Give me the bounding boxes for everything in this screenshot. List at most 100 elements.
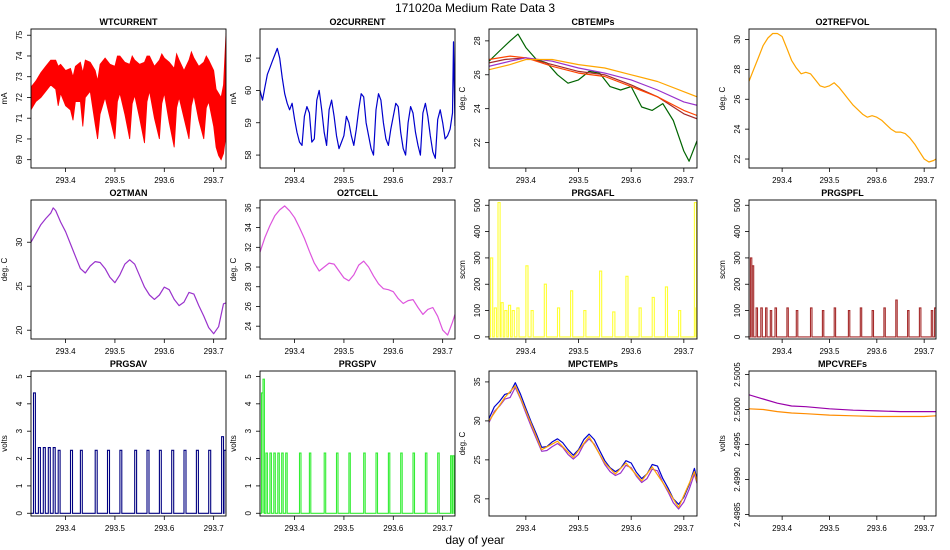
- y-tick-label: 72: [15, 92, 24, 101]
- series-o2current: [260, 41, 455, 159]
- y-tick-label: 28: [733, 64, 742, 73]
- y-tick-label: 24: [473, 104, 482, 113]
- data-layer: [31, 207, 226, 335]
- x-tick-label: 293.6: [154, 176, 175, 185]
- series-mpc3: [489, 385, 697, 508]
- series-prgsafl: [489, 202, 697, 338]
- plot-frame: [259, 28, 456, 169]
- chart-panel-wtcurrent: WTCURRENT mA 293.4 293.5 293.6 293.7 69 70 71 72 7…: [0, 17, 227, 185]
- x-tick-label: 293.5: [819, 524, 840, 533]
- y-tick-label: 34: [244, 223, 253, 232]
- plot-frame: [30, 199, 227, 340]
- y-tick-label: 30: [733, 34, 742, 43]
- y-tick-label: 2.4985: [733, 502, 742, 527]
- y-tick-label: 26: [733, 94, 742, 103]
- y-tick-label: 28: [244, 282, 253, 291]
- y-tick-label: 3: [244, 428, 253, 433]
- x-tick-label: 293.4: [285, 347, 306, 356]
- y-tick-label: 28: [473, 36, 482, 45]
- x-tick-label: 293.7: [433, 347, 454, 356]
- y-tick-label: 30: [244, 262, 253, 271]
- y-tick-label: 100: [733, 303, 742, 317]
- y-tick-label: 59: [244, 118, 253, 127]
- y-tick-label: 2: [244, 456, 253, 461]
- y-tick-label: 500: [473, 198, 482, 212]
- x-tick-label: 293.5: [569, 347, 590, 356]
- plot-frame: [30, 28, 227, 169]
- chart-panel-o2current: O2CURRENT mA 293.4 293.5 293.6 293.7 58 59 60 61: [229, 17, 456, 185]
- y-tick-label: 24: [244, 321, 253, 330]
- x-tick-label: 293.6: [154, 524, 175, 533]
- x-tick-label: 293.4: [56, 176, 77, 185]
- x-tick-label: 293.4: [516, 524, 537, 533]
- series-cb5: [489, 58, 697, 98]
- chart-panel-mpcvrefs: MPCVREFs volts 293.4 293.5 293.6 293.7 2.4985 2…: [718, 359, 937, 533]
- plot-frame: [259, 370, 456, 517]
- chart-panel-o2tman: O2TMAN deg. C 293.4 293.5 293.6 293.7 20 25 30: [0, 188, 227, 356]
- y-tick-label: 70: [15, 134, 24, 143]
- y-tick-label: 32: [244, 242, 253, 251]
- x-tick-label: 293.7: [204, 176, 225, 185]
- chart-panel-mpctemps: MPCTEMPs deg. C 293.4 293.5 293.6 293.7 20 25 30…: [458, 359, 698, 533]
- x-tick-label: 293.4: [516, 347, 537, 356]
- y-tick-label: 2.5005: [733, 362, 742, 387]
- y-tick-label: 3: [15, 428, 24, 433]
- x-tick-label: 293.4: [772, 347, 793, 356]
- series-mpc2: [489, 386, 697, 510]
- data-layer: [31, 33, 226, 161]
- y-tick-label: 0: [244, 510, 253, 515]
- y-tick-label: 60: [244, 85, 253, 94]
- x-tick-label: 293.5: [819, 176, 840, 185]
- plot-frame: [488, 370, 698, 517]
- y-tick-label: 300: [473, 251, 482, 265]
- chart-panel-prgspv: PRGSPV volts 293.4 293.5 293.6 293.7 0 1 2 3 4 5: [229, 359, 456, 533]
- page-title: 171020a Medium Rate Data 3: [395, 1, 555, 15]
- data-layer: [749, 257, 936, 338]
- panel-title: O2TMAN: [110, 188, 148, 198]
- y-tick-label: 35: [473, 377, 482, 386]
- y-axis-label: deg. C: [458, 431, 467, 455]
- x-tick-label: 293.5: [334, 347, 355, 356]
- panel-title: CBTEMPs: [571, 17, 614, 27]
- y-tick-label: 1: [15, 483, 24, 488]
- x-tick-label: 293.4: [516, 176, 537, 185]
- y-tick-label: 22: [733, 154, 742, 163]
- y-axis-label: sccm: [458, 260, 467, 279]
- x-tick-label: 293.6: [383, 524, 404, 533]
- y-axis-label: mA: [0, 92, 9, 105]
- y-tick-label: 2: [15, 456, 24, 461]
- x-tick-label: 293.5: [334, 524, 355, 533]
- y-tick-label: 200: [473, 277, 482, 291]
- x-tick-label: 293.5: [819, 347, 840, 356]
- plot-frame: [488, 199, 698, 340]
- panel-title: O2TCELL: [337, 188, 379, 198]
- y-tick-label: 73: [15, 72, 24, 81]
- plot-frame: [488, 28, 698, 169]
- y-tick-label: 26: [473, 70, 482, 79]
- x-tick-label: 293.5: [569, 176, 590, 185]
- x-tick-label: 293.5: [105, 347, 126, 356]
- x-tick-label: 293.5: [105, 524, 126, 533]
- y-tick-label: 20: [15, 325, 24, 334]
- x-tick-label: 293.7: [914, 347, 935, 356]
- data-layer: [749, 32, 936, 163]
- series-o2tman: [31, 207, 226, 335]
- y-tick-label: 24: [733, 124, 742, 133]
- y-tick-label: 25: [473, 455, 482, 464]
- panel-title: MPCVREFs: [818, 359, 867, 369]
- chart-panel-o2tcell: O2TCELL deg. C 293.4 293.5 293.6 293.7 24 26 28 3…: [229, 188, 456, 356]
- y-axis-label: volts: [718, 435, 727, 451]
- panel-title: PRGSPFL: [821, 188, 864, 198]
- y-tick-label: 25: [15, 281, 24, 290]
- chart-panel-prgspfl: PRGSPFL sccm 293.4 293.5 293.6 293.7 0 100 200 30…: [718, 188, 937, 356]
- y-tick-label: 2.4995: [733, 432, 742, 457]
- panel-title: PRGSPV: [339, 359, 377, 369]
- panel-title: MPCTEMPs: [568, 359, 618, 369]
- y-tick-label: 22: [473, 138, 482, 147]
- x-tick-label: 293.6: [154, 347, 175, 356]
- x-tick-label: 293.5: [105, 176, 126, 185]
- panels: WTCURRENT mA 293.4 293.5 293.6 293.7 69 70 71 72 7…: [0, 17, 937, 533]
- y-tick-label: 36: [244, 203, 253, 212]
- y-tick-label: 5: [15, 374, 24, 379]
- data-layer: [489, 202, 697, 338]
